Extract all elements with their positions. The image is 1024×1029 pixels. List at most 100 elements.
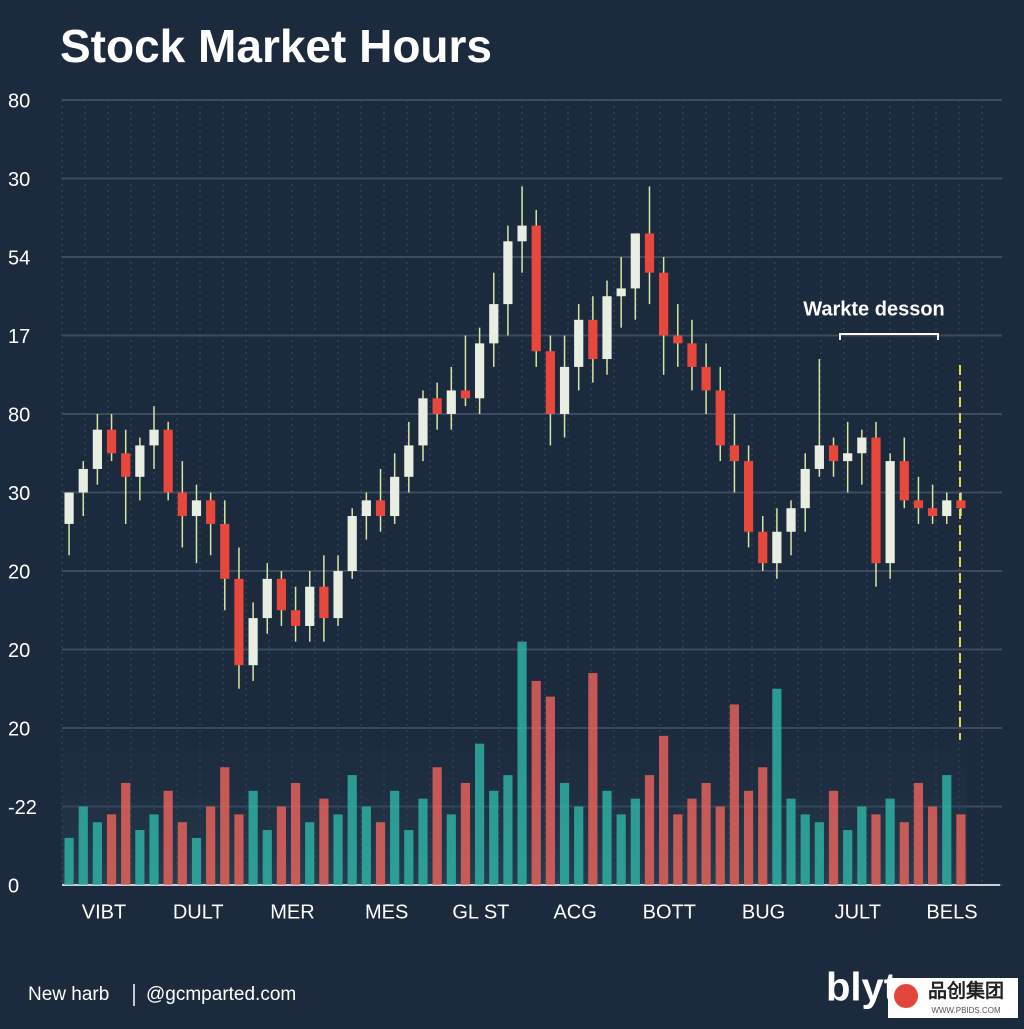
y-tick-label: 80	[8, 404, 30, 426]
candle-body	[220, 523, 230, 579]
candle-body	[191, 500, 202, 517]
volume-bar	[814, 822, 824, 885]
volume-bar	[347, 775, 357, 885]
volume-bar	[135, 830, 145, 885]
y-tick-label: 80	[8, 90, 30, 112]
y-tick-label: 20	[8, 640, 30, 662]
y-tick-label: 30	[8, 483, 30, 505]
candle-body	[290, 610, 301, 626]
x-tick-label: BUG	[742, 901, 785, 923]
volume-bar	[687, 798, 697, 885]
volume-bar	[177, 822, 187, 885]
candle-body	[928, 508, 938, 517]
volume-bar	[64, 837, 74, 885]
volume-bar	[319, 798, 329, 885]
volume-bar	[913, 782, 924, 885]
volume-bar	[404, 830, 414, 885]
candle-body	[276, 578, 287, 611]
candle-body	[956, 500, 966, 509]
candle-body	[78, 468, 88, 493]
volume-bar	[489, 790, 499, 885]
candle-body	[871, 437, 881, 564]
volume-bar	[956, 814, 966, 885]
candle-body	[149, 429, 159, 446]
candle-body	[121, 453, 131, 477]
volume-bar	[361, 806, 371, 885]
candle-body	[729, 445, 740, 462]
y-tick-label: 54	[8, 247, 30, 269]
volume-bar	[503, 775, 513, 885]
candle-body	[574, 319, 584, 367]
volume-bar	[531, 680, 541, 885]
candle-body	[857, 437, 867, 454]
candle-body	[814, 445, 824, 469]
candle-body	[404, 445, 414, 477]
candle-body	[942, 500, 952, 517]
candle-body	[92, 429, 102, 469]
y-tick-label: -22	[8, 797, 37, 819]
annotation: Warkte desson	[803, 298, 945, 320]
candle-body	[375, 500, 386, 517]
candle-body	[135, 445, 145, 477]
volume-bar	[559, 782, 570, 885]
volume-bar	[843, 830, 853, 885]
candle-body	[390, 476, 400, 517]
candle-body	[489, 304, 499, 344]
volume-bar	[149, 814, 159, 885]
footer-handle: @gcmparted.com	[146, 984, 296, 1005]
volume-bar	[729, 704, 740, 885]
x-tick-label: BELS	[926, 901, 977, 923]
candle-body	[262, 578, 272, 619]
volume-bar	[475, 743, 485, 885]
candle-body	[843, 453, 853, 462]
volume-bar	[220, 767, 230, 885]
volume-bar	[517, 641, 527, 885]
volume-bar	[942, 775, 952, 885]
footer-text: New harb	[28, 984, 109, 1005]
candle-body	[531, 225, 541, 352]
volume-bar	[432, 767, 442, 885]
volume-bar	[191, 837, 202, 885]
volume-bar	[772, 688, 782, 885]
candle-body	[361, 500, 371, 517]
x-tick-label: MES	[365, 901, 408, 923]
volume-bar	[743, 790, 754, 885]
candle-body	[460, 390, 471, 399]
y-tick-label: 0	[8, 875, 19, 897]
candle-body	[899, 461, 909, 501]
annotation-bracket	[839, 333, 939, 340]
volume-bar	[786, 798, 796, 885]
x-tick-label: MER	[270, 901, 314, 923]
volume-bar	[163, 790, 173, 885]
volume-bar	[701, 782, 711, 885]
badge-icon	[894, 984, 918, 1008]
volume-bar	[106, 814, 117, 885]
volume-bar	[758, 767, 768, 885]
x-tick-label: BOTT	[643, 901, 696, 923]
volume-bar	[616, 814, 626, 885]
candle-body	[715, 390, 725, 446]
volume-bar	[290, 782, 301, 885]
volume-bar	[885, 798, 895, 885]
logo: blyt	[826, 966, 897, 1010]
volume-bar	[390, 790, 400, 885]
candle-body	[319, 586, 329, 619]
candle-body	[743, 461, 754, 532]
candle-body	[885, 461, 895, 564]
y-tick-label: 17	[8, 326, 30, 348]
volume-bar	[800, 814, 810, 885]
volume-bar	[262, 830, 272, 885]
x-tick-label: ACG	[553, 901, 596, 923]
volume-bar	[375, 822, 386, 885]
volume-bar	[574, 806, 584, 885]
candle-body	[545, 351, 555, 414]
candle-body	[305, 586, 315, 626]
candle-body	[106, 429, 117, 454]
candle-body	[163, 429, 173, 493]
x-tick-label: GL ST	[452, 901, 509, 923]
candle-body	[701, 366, 711, 391]
volume-bar	[248, 790, 258, 885]
volume-bar	[460, 782, 471, 885]
candle-body	[786, 508, 796, 532]
